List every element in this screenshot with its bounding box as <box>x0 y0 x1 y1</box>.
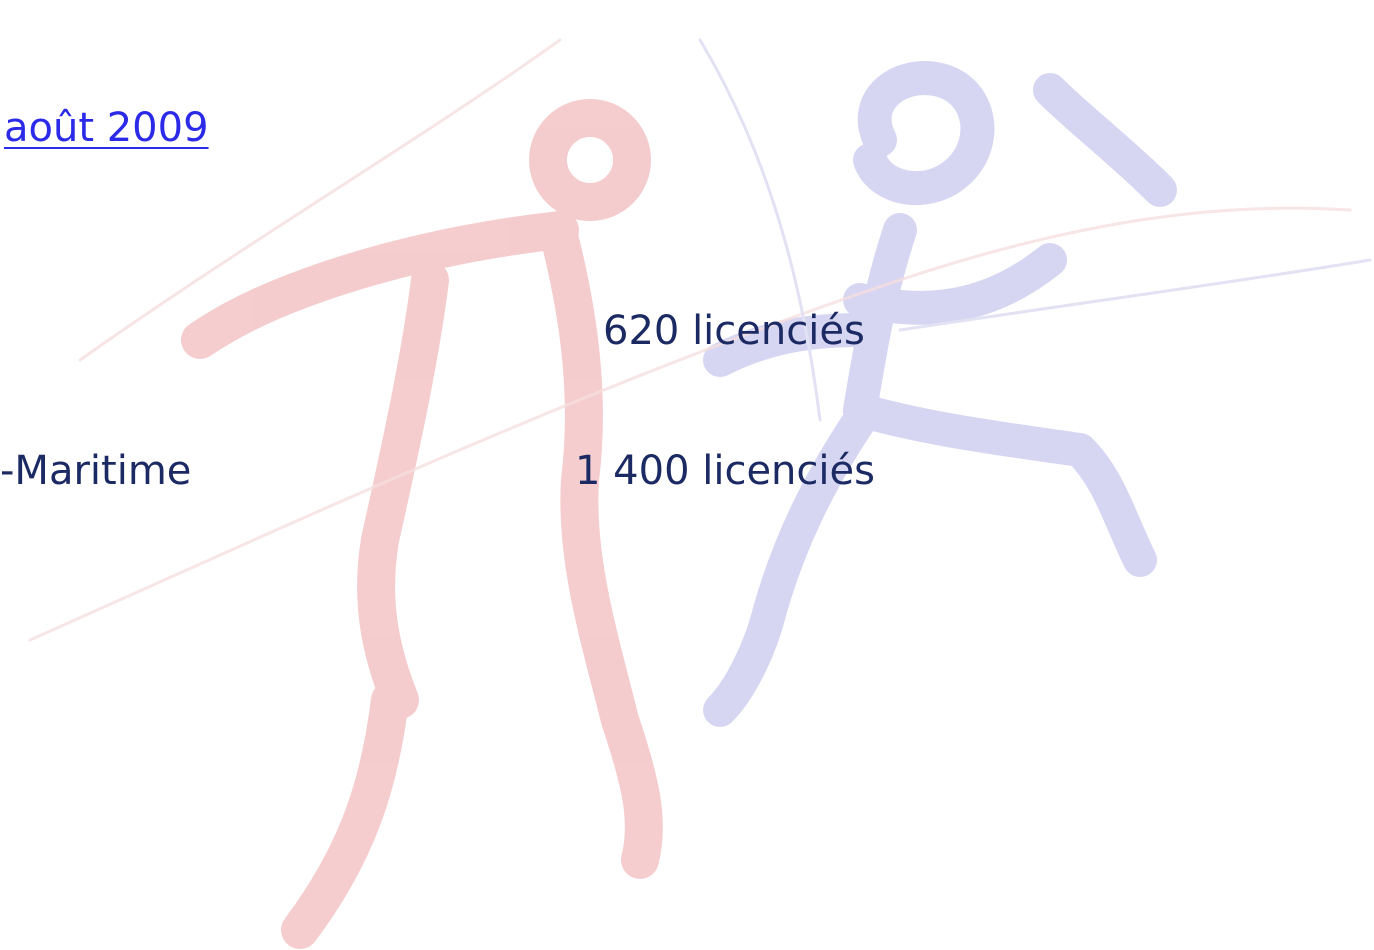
date-link[interactable]: août 2009 <box>4 108 209 148</box>
slide: août 2009 620 licenciés -Maritime 1 400 … <box>0 0 1374 950</box>
count-text: 620 licenciés <box>603 311 865 351</box>
region-label: -Maritime <box>0 451 191 491</box>
count-text: 1 400 licenciés <box>575 451 875 491</box>
